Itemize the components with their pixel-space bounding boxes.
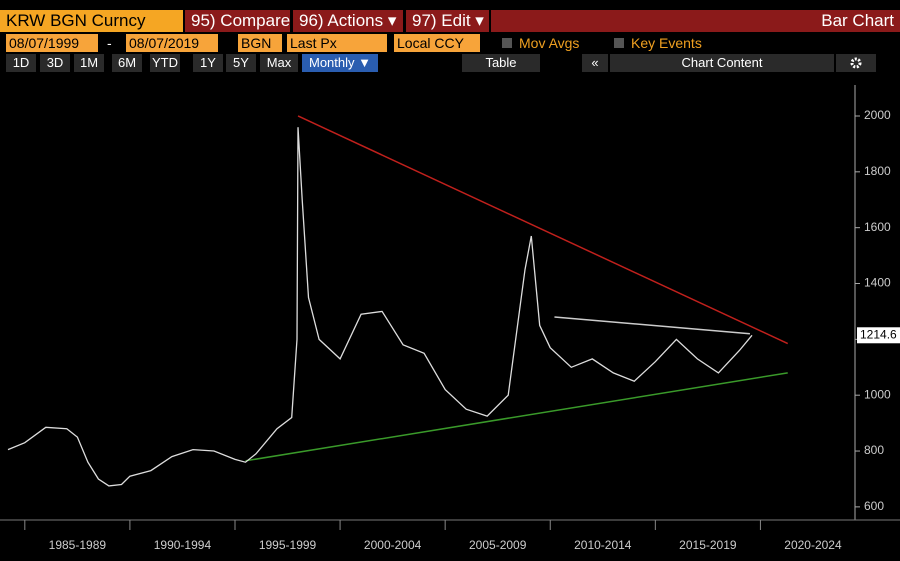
x-tick-label: 1990-1994 <box>154 538 212 552</box>
x-axis-band <box>0 520 900 561</box>
period-button[interactable]: 1M <box>74 54 104 72</box>
period-button[interactable]: Max <box>260 54 298 72</box>
y-tick-label: 2000 <box>864 108 891 122</box>
y-tick-label: 1400 <box>864 276 891 290</box>
period-button[interactable]: 3D <box>40 54 70 72</box>
chart: 6008001000120014001600180020001985-19891… <box>0 85 900 561</box>
x-tick-label: 1985-1989 <box>49 538 107 552</box>
trendline <box>297 115 789 345</box>
chart-content[interactable]: Chart Content <box>610 54 834 72</box>
collapse-button[interactable]: « <box>582 54 608 72</box>
y-tick-label: 1800 <box>864 164 891 178</box>
period-button[interactable]: 1D <box>6 54 36 72</box>
gear-icon <box>850 57 862 69</box>
period-button[interactable]: 5Y <box>226 54 256 72</box>
y-tick-label: 1000 <box>864 387 891 401</box>
last-value-label: 1214.6 <box>860 327 897 341</box>
checkbox[interactable] <box>614 38 624 48</box>
x-tick-label: 2000-2004 <box>364 538 422 552</box>
frequency-button[interactable]: Monthly ▼ <box>302 54 378 72</box>
mov-avgs[interactable]: Mov Avgs <box>519 35 580 51</box>
table-button[interactable]: Table <box>462 54 540 72</box>
chart-kind: Bar Chart <box>491 10 900 32</box>
x-tick-label: 2010-2014 <box>574 538 632 552</box>
trendline <box>554 316 750 335</box>
compare-button[interactable]: 95) Compare <box>185 10 290 32</box>
x-tick-label: 2015-2019 <box>679 538 737 552</box>
ticker[interactable]: KRW BGN Curncy <box>0 10 183 32</box>
x-tick-label: 2005-2009 <box>469 538 527 552</box>
last-value-box <box>857 327 900 344</box>
period-button[interactable]: 6M <box>112 54 142 72</box>
y-tick-label: 600 <box>864 499 884 513</box>
date-dash: - <box>107 35 112 51</box>
start-date[interactable]: 08/07/1999 <box>6 34 98 52</box>
actions-button[interactable]: 96) Actions ▾ <box>293 10 403 32</box>
y-tick-label: 1600 <box>864 220 891 234</box>
trendline <box>245 372 788 462</box>
end-date[interactable]: 08/07/2019 <box>126 34 218 52</box>
price-line <box>7 127 753 487</box>
settings-button[interactable] <box>836 54 876 72</box>
y-tick-label: 800 <box>864 443 884 457</box>
field[interactable]: Last Px <box>287 34 387 52</box>
checkbox[interactable] <box>502 38 512 48</box>
key-events[interactable]: Key Events <box>631 35 702 51</box>
edit-button[interactable]: 97) Edit ▾ <box>406 10 489 32</box>
source[interactable]: BGN <box>238 34 282 52</box>
currency[interactable]: Local CCY <box>394 34 480 52</box>
x-tick-label: 2020-2024 <box>784 538 842 552</box>
period-button[interactable]: 1Y <box>193 54 223 72</box>
period-button[interactable]: YTD <box>150 54 180 72</box>
x-tick-label: 1995-1999 <box>259 538 317 552</box>
